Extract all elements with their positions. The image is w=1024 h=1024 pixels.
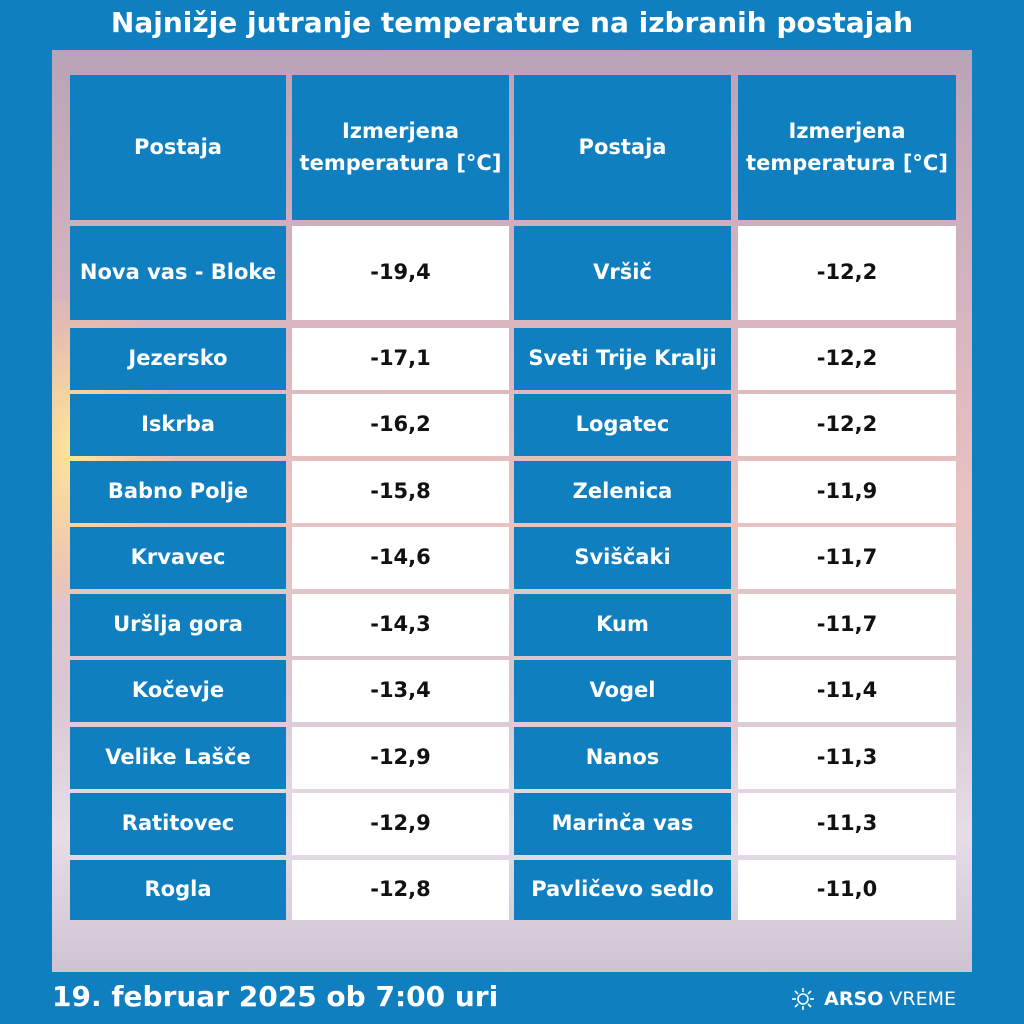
temperature-cell: -12,9	[292, 727, 509, 789]
logo-brand: ARSO	[824, 988, 884, 1010]
station-cell: Uršlja gora	[70, 594, 286, 656]
station-cell: Kum	[514, 594, 731, 656]
station-cell: Rogla	[70, 860, 286, 920]
temperature-cell: -13,4	[292, 660, 509, 722]
station-cell: Krvavec	[70, 527, 286, 589]
temperature-cell: -12,2	[738, 226, 956, 320]
station-cell: Kočevje	[70, 660, 286, 722]
station-cell: Pavličevo sedlo	[514, 860, 731, 920]
station-cell: Ratitovec	[70, 793, 286, 855]
temperature-cell: -12,9	[292, 793, 509, 855]
temperature-cell: -12,2	[738, 328, 956, 390]
temperature-cell: -12,8	[292, 860, 509, 920]
station-cell: Babno Polje	[70, 461, 286, 523]
temperature-cell: -14,6	[292, 527, 509, 589]
station-cell: Vogel	[514, 660, 731, 722]
station-cell: Nova vas - Bloke	[70, 226, 286, 320]
temperature-cell: -15,8	[292, 461, 509, 523]
header-cell: Izmerjena temperatura [°C]	[292, 75, 509, 220]
logo-product: VREME	[889, 988, 956, 1010]
logo-icon	[792, 988, 815, 1010]
temperature-cell: -19,4	[292, 226, 509, 320]
temperature-cell: -11,9	[738, 461, 956, 523]
temperature-cell: -14,3	[292, 594, 509, 656]
temperature-cell: -11,7	[738, 527, 956, 589]
title: Najnižje jutranje temperature na izbrani…	[110, 6, 914, 39]
temperature-cell: -16,2	[292, 394, 509, 456]
temperature-cell: -11,3	[738, 727, 956, 789]
logo: ARSO VREME	[790, 986, 956, 1012]
station-cell: Zelenica	[514, 461, 731, 523]
station-cell: Nanos	[514, 727, 731, 789]
header-cell: Postaja	[514, 75, 731, 220]
station-cell: Logatec	[514, 394, 731, 456]
temperature-cell: -11,0	[738, 860, 956, 920]
station-cell: Jezersko	[70, 328, 286, 390]
station-cell: Marinča vas	[514, 793, 731, 855]
temperature-cell: -11,4	[738, 660, 956, 722]
temperature-cell: -11,7	[738, 594, 956, 656]
header-cell: Izmerjena temperatura [°C]	[738, 75, 956, 220]
temperature-cell: -17,1	[292, 328, 509, 390]
station-cell: Iskrba	[70, 394, 286, 456]
station-cell: Sveti Trije Kralji	[514, 328, 731, 390]
temperature-cell: -11,3	[738, 793, 956, 855]
station-cell: Vršič	[514, 226, 731, 320]
station-cell: Sviščaki	[514, 527, 731, 589]
footer-date: 19. februar 2025 ob 7:00 uri	[52, 980, 499, 1013]
header-cell: Postaja	[70, 75, 286, 220]
station-cell: Velike Lašče	[70, 727, 286, 789]
temperature-cell: -12,2	[738, 394, 956, 456]
